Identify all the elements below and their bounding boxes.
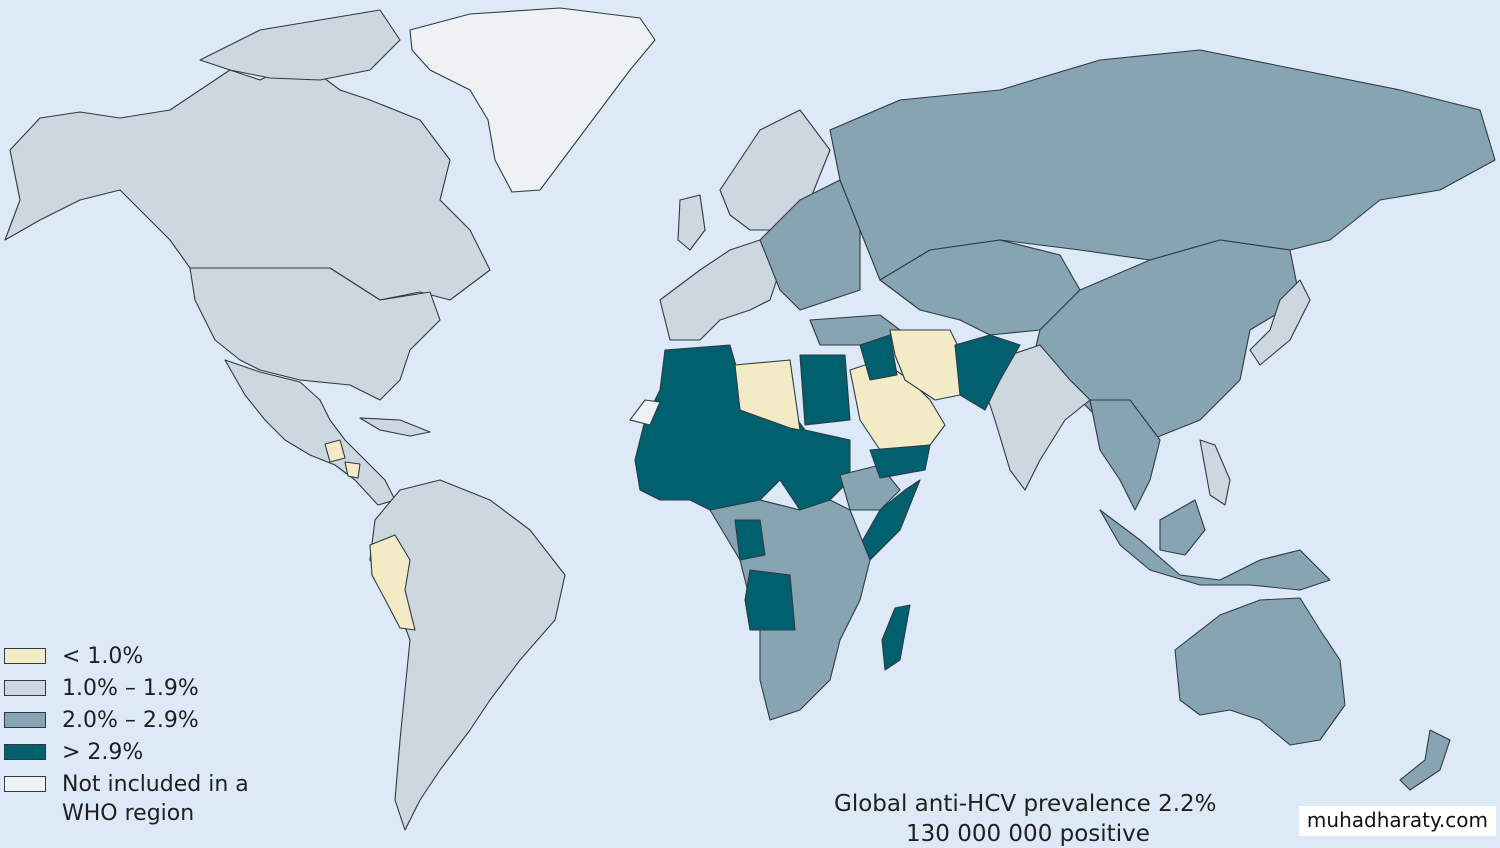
region-western-europe [659, 239, 781, 341]
region-greenland [409, 7, 656, 193]
legend-swatch-not-included [4, 776, 46, 792]
caption-positive-count: 130 000 000 positive [906, 821, 1150, 847]
region-arctic-islands [199, 9, 401, 81]
watermark: muhadharaty.com [1298, 806, 1496, 836]
map-caption: Global anti-HCV prevalence 2.2% 130 000 … [834, 790, 1234, 847]
legend-item-lt1: < 1.0% [4, 642, 282, 674]
region-pakistan-afghanistan [954, 334, 1021, 411]
region-angola [744, 569, 796, 631]
region-usa [189, 267, 441, 401]
legend-label: > 2.9% [62, 740, 144, 765]
legend-label: Not included in a WHO region [62, 772, 249, 826]
region-guatemala [324, 439, 346, 463]
legend: < 1.0% 1.0% – 1.9% 2.0% – 2.9% > 2.9% No… [4, 642, 282, 830]
legend-label: < 1.0% [62, 644, 144, 669]
region-peru [369, 534, 416, 631]
region-uk [677, 194, 706, 251]
region-iraq [859, 334, 898, 381]
region-philippines [1199, 439, 1231, 506]
region-eastern-europe [759, 179, 861, 311]
region-india [984, 344, 1091, 491]
legend-swatch-2-29 [4, 712, 46, 728]
legend-item-1-19: 1.0% – 1.9% [4, 674, 282, 706]
region-indonesia [1099, 509, 1331, 591]
region-japan [1249, 279, 1311, 366]
region-nicaragua [344, 461, 361, 479]
region-libya [734, 359, 801, 431]
region-yemen [869, 444, 931, 479]
region-new-zealand [1399, 729, 1451, 791]
region-borneo [1159, 499, 1206, 556]
legend-swatch-lt1 [4, 648, 46, 664]
region-cuba [359, 417, 431, 437]
region-cameroon [734, 519, 766, 561]
region-australia [1174, 597, 1346, 746]
region-western-sahara [629, 399, 661, 426]
caption-prevalence: Global anti-HCV prevalence 2.2% [834, 791, 1217, 817]
region-iran [889, 329, 966, 401]
legend-swatch-gt29 [4, 744, 46, 760]
legend-label: 1.0% – 1.9% [62, 676, 199, 701]
region-madagascar [881, 604, 911, 671]
legend-label: 2.0% – 2.9% [62, 708, 199, 733]
legend-item-gt29: > 2.9% [4, 738, 282, 770]
region-canada-alaska [4, 59, 491, 301]
legend-item-not-included: Not included in a WHO region [4, 770, 282, 830]
region-southeast-asia [1089, 399, 1161, 511]
region-south-america [369, 479, 566, 831]
legend-item-2-29: 2.0% – 2.9% [4, 706, 282, 738]
region-russia [829, 49, 1496, 281]
region-egypt [799, 354, 851, 426]
legend-swatch-1-19 [4, 680, 46, 696]
